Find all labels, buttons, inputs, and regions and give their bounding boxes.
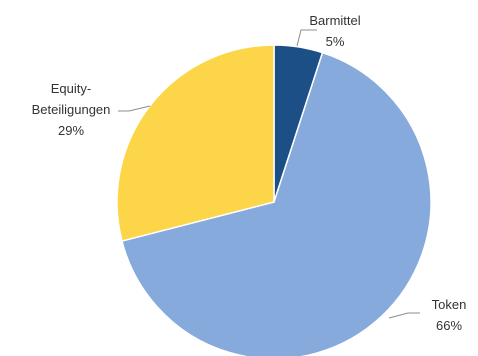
leader-lines [118, 29, 420, 319]
leader-line-equity-beteiligungen [118, 105, 151, 112]
pie-slices [116, 44, 432, 356]
slice-label-token: Token [432, 297, 467, 312]
slice-labels: Barmittel 5% Token 66% Equity- Beteiligungen 2… [32, 13, 467, 333]
slice-label-equity-beteiligungen-line-1: Equity- [51, 81, 91, 96]
pie-slice-token [121, 51, 432, 356]
slice-label-barmittel: Barmittel [309, 13, 360, 28]
leader-line-token [388, 312, 420, 319]
slice-label-equity-beteiligungen-line-2: Beteiligungen [32, 102, 111, 117]
leader-line-barmittel [296, 29, 317, 47]
slice-value-barmittel: 5% [326, 34, 345, 49]
slice-value-token: 66% [436, 318, 462, 333]
slice-value-equity-beteiligungen: 29% [58, 123, 84, 138]
